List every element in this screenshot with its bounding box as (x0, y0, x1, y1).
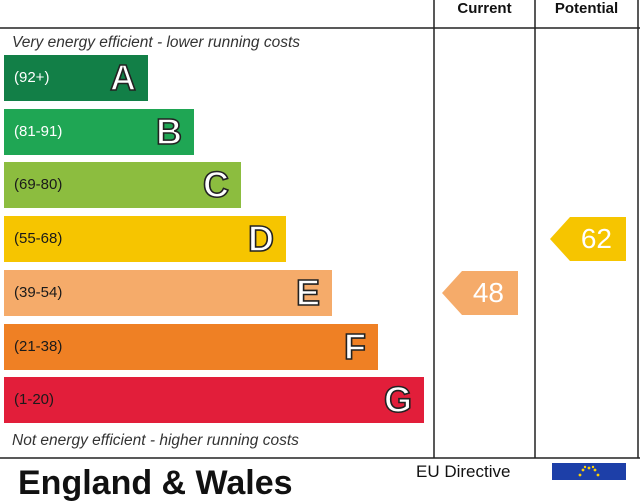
band-letter: F (343, 325, 367, 368)
band-letter: G (383, 378, 413, 421)
band-letter: B (155, 110, 183, 153)
band-a: (92+) A (4, 55, 148, 101)
band-g: (1-20) G (4, 377, 424, 423)
band-letter: D (247, 217, 275, 260)
band-range-label: (55-68) (14, 230, 63, 247)
potential-header: Potential (554, 0, 619, 17)
rating-table-frame (0, 0, 640, 459)
potential-rating-value: 62 (580, 223, 612, 254)
band-range-label: (92+) (14, 69, 50, 86)
band-range-label: (81-91) (14, 123, 63, 140)
band-d: (55-68) D (4, 216, 286, 262)
footer-region: England & Wales (18, 464, 293, 502)
potential-rating-arrow: 62 (550, 217, 626, 261)
band-b: (81-91) B (4, 109, 194, 155)
current-header: Current (457, 0, 512, 17)
band-c: (69-80) C (4, 162, 241, 208)
bottom-note: Not energy efficient - higher running co… (12, 432, 299, 449)
band-range-label: (1-20) (14, 391, 55, 408)
eu-flag-icon (552, 463, 626, 480)
band-range-label: (39-54) (14, 284, 63, 301)
band-letter: E (295, 271, 321, 314)
band-range-label: (69-80) (14, 176, 63, 193)
current-rating-value: 48 (472, 277, 504, 308)
band-range-label: (21-38) (14, 338, 63, 355)
footer-eu-directive: EU Directive (416, 462, 511, 481)
band-e: (39-54) E (4, 270, 332, 316)
current-rating-arrow: 48 (442, 271, 518, 315)
band-letter: C (202, 163, 230, 206)
band-f: (21-38) F (4, 324, 378, 370)
top-note: Very energy efficient - lower running co… (12, 34, 301, 51)
band-letter: A (109, 56, 137, 99)
